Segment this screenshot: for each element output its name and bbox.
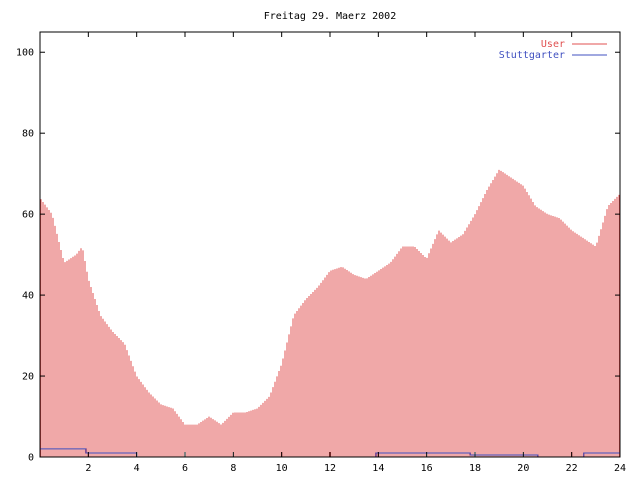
- x-tick-label: 10: [276, 463, 288, 474]
- legend-label-user: User: [541, 39, 565, 50]
- y-tick-label: 80: [22, 129, 34, 140]
- x-tick-label: 18: [469, 463, 481, 474]
- x-tick-label: 22: [566, 463, 578, 474]
- x-tick-label: 2: [85, 463, 91, 474]
- series-stuttgarter-line: [40, 448, 620, 458]
- x-tick-label: 24: [614, 463, 626, 474]
- x-tick-label: 8: [230, 463, 236, 474]
- y-tick-label: 60: [22, 210, 34, 221]
- x-tick-label: 16: [421, 463, 433, 474]
- legend-label-stuttgarter: Stuttgarter: [499, 50, 565, 61]
- x-tick-label: 4: [134, 463, 140, 474]
- y-tick-label: 20: [22, 372, 34, 383]
- y-tick-label: 0: [28, 453, 34, 464]
- x-tick-label: 20: [517, 463, 529, 474]
- chart-title: Freitag 29. Maerz 2002: [264, 11, 396, 22]
- x-tick-label: 6: [182, 463, 188, 474]
- y-tick-label: 40: [22, 291, 34, 302]
- x-tick-label: 14: [372, 463, 384, 474]
- x-tick-label: 12: [324, 463, 336, 474]
- y-tick-label: 100: [16, 48, 34, 59]
- series-user: [40, 169, 620, 457]
